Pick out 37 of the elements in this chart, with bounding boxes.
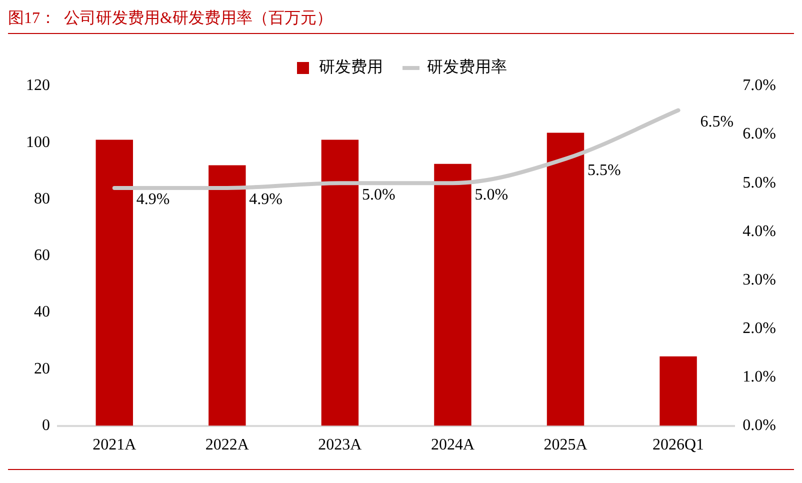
y2-tick-label: 2.0% — [742, 320, 776, 337]
y-tick-label: 120 — [26, 77, 50, 94]
data-label: 6.5% — [700, 113, 734, 130]
y-tick-label: 40 — [34, 304, 50, 321]
y-tick-label: 60 — [34, 247, 50, 264]
y2-tick-label: 4.0% — [742, 222, 776, 240]
legend-label: 研发费用 — [319, 58, 383, 76]
bar — [546, 132, 584, 426]
bar — [660, 356, 697, 426]
bar — [321, 140, 359, 426]
y-tick-label: 100 — [26, 134, 50, 151]
bar — [434, 164, 472, 426]
y2-tick-label: 0.0% — [742, 417, 776, 434]
line-series — [112, 108, 680, 190]
x-tick-label: 2026Q1 — [652, 436, 704, 454]
data-label: 5.0% — [362, 186, 396, 204]
data-label: 5.0% — [474, 186, 508, 204]
x-tick-label: 2022A — [205, 436, 250, 454]
y2-tick-label: 1.0% — [742, 368, 776, 386]
y2-tick-label: 6.0% — [742, 126, 776, 143]
y-tick-label: 20 — [34, 360, 50, 378]
bar — [208, 165, 246, 426]
y2-tick-label: 3.0% — [742, 271, 776, 288]
y-tick-label: 0 — [42, 417, 50, 434]
data-label: 4.9% — [136, 191, 170, 208]
bar — [96, 140, 133, 426]
y-tick-label: 80 — [34, 190, 50, 208]
chart-title: 图17： 公司研发费用&研发费用率（百万元） — [8, 8, 334, 29]
y2-tick-label: 7.0% — [742, 77, 776, 94]
legend-label: 研发费用率 — [427, 58, 507, 76]
x-tick-label: 2025A — [544, 436, 588, 454]
x-tick-label: 2021A — [92, 436, 137, 454]
data-label: 5.5% — [588, 162, 621, 180]
y2-tick-label: 5.0% — [742, 174, 776, 192]
data-label: 4.9% — [249, 191, 282, 208]
x-tick-label: 2023A — [318, 436, 362, 454]
x-tick-label: 2024A — [430, 436, 475, 454]
